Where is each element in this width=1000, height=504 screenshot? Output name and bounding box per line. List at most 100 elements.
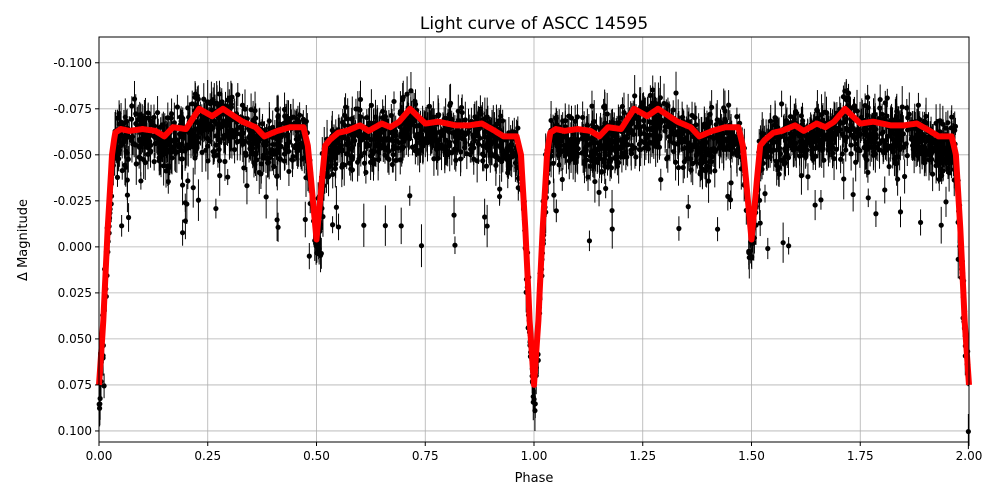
data-point xyxy=(386,157,391,162)
data-point xyxy=(650,140,655,145)
data-point xyxy=(148,119,153,124)
data-point xyxy=(123,114,128,119)
data-point xyxy=(887,164,892,169)
data-point xyxy=(853,141,858,146)
data-point xyxy=(939,223,944,228)
data-point xyxy=(882,116,887,121)
data-point xyxy=(287,140,292,145)
data-point xyxy=(217,173,222,178)
data-point xyxy=(779,101,784,106)
data-point xyxy=(937,177,942,182)
data-point xyxy=(289,157,294,162)
data-point xyxy=(707,165,712,170)
data-point xyxy=(671,149,676,154)
data-point xyxy=(765,246,770,251)
data-point xyxy=(568,147,573,152)
data-point xyxy=(885,95,890,100)
data-point xyxy=(126,215,131,220)
data-point xyxy=(944,145,949,150)
data-point xyxy=(851,192,856,197)
data-point xyxy=(758,220,763,225)
data-point xyxy=(274,217,279,222)
data-point xyxy=(356,133,361,138)
data-point xyxy=(463,117,468,122)
data-point xyxy=(334,205,339,210)
data-point xyxy=(142,116,147,121)
data-point xyxy=(182,148,187,153)
data-point xyxy=(232,147,237,152)
data-point xyxy=(101,383,106,388)
data-point xyxy=(776,165,781,170)
data-point xyxy=(533,401,538,406)
data-point xyxy=(603,186,608,191)
data-point xyxy=(235,92,240,97)
data-point xyxy=(684,135,689,140)
data-point xyxy=(664,156,669,161)
data-point xyxy=(180,230,185,235)
data-point xyxy=(175,104,180,109)
data-point xyxy=(407,193,412,198)
data-point xyxy=(486,145,491,150)
data-point xyxy=(820,143,825,148)
data-point xyxy=(215,137,220,142)
data-point xyxy=(873,211,878,216)
data-point xyxy=(901,145,906,150)
data-point xyxy=(596,190,601,195)
data-point xyxy=(227,95,232,100)
data-point xyxy=(196,198,201,203)
data-point xyxy=(613,154,618,159)
data-point xyxy=(445,128,450,133)
data-point xyxy=(762,191,767,196)
data-point xyxy=(261,141,266,146)
data-point xyxy=(619,151,624,156)
data-point xyxy=(195,120,200,125)
data-point xyxy=(782,146,787,151)
data-point xyxy=(452,243,457,248)
data-point xyxy=(115,115,120,120)
data-point xyxy=(484,164,489,169)
data-point xyxy=(211,153,216,158)
data-point xyxy=(274,107,279,112)
data-point xyxy=(661,101,666,106)
data-point xyxy=(728,180,733,185)
data-point xyxy=(721,105,726,110)
data-point xyxy=(866,195,871,200)
data-point xyxy=(609,138,614,143)
data-point xyxy=(344,151,349,156)
data-point xyxy=(185,178,190,183)
data-point xyxy=(453,158,458,163)
data-point xyxy=(364,141,369,146)
data-point xyxy=(858,131,863,136)
data-point xyxy=(382,153,387,158)
data-point xyxy=(231,134,236,139)
data-point xyxy=(132,96,137,101)
data-point xyxy=(569,115,574,120)
data-point xyxy=(749,255,754,260)
data-point xyxy=(609,208,614,213)
data-point xyxy=(329,153,334,158)
data-point xyxy=(865,170,870,175)
data-point xyxy=(898,209,903,214)
data-point xyxy=(564,142,569,147)
data-point xyxy=(809,136,814,141)
data-point xyxy=(551,161,556,166)
data-point xyxy=(450,130,455,135)
data-point xyxy=(894,161,899,166)
data-point xyxy=(98,396,103,401)
data-point xyxy=(122,137,127,142)
data-point xyxy=(274,174,279,179)
data-point xyxy=(689,113,694,118)
data-point xyxy=(480,143,485,148)
data-point xyxy=(728,130,733,135)
data-point xyxy=(242,107,247,112)
data-point xyxy=(587,238,592,243)
data-point xyxy=(680,115,685,120)
data-point xyxy=(396,140,401,145)
data-point xyxy=(132,141,137,146)
data-point xyxy=(163,168,168,173)
data-point xyxy=(923,148,928,153)
data-point xyxy=(554,208,559,213)
data-point xyxy=(282,158,287,163)
data-point xyxy=(711,136,716,141)
data-point xyxy=(846,95,851,100)
